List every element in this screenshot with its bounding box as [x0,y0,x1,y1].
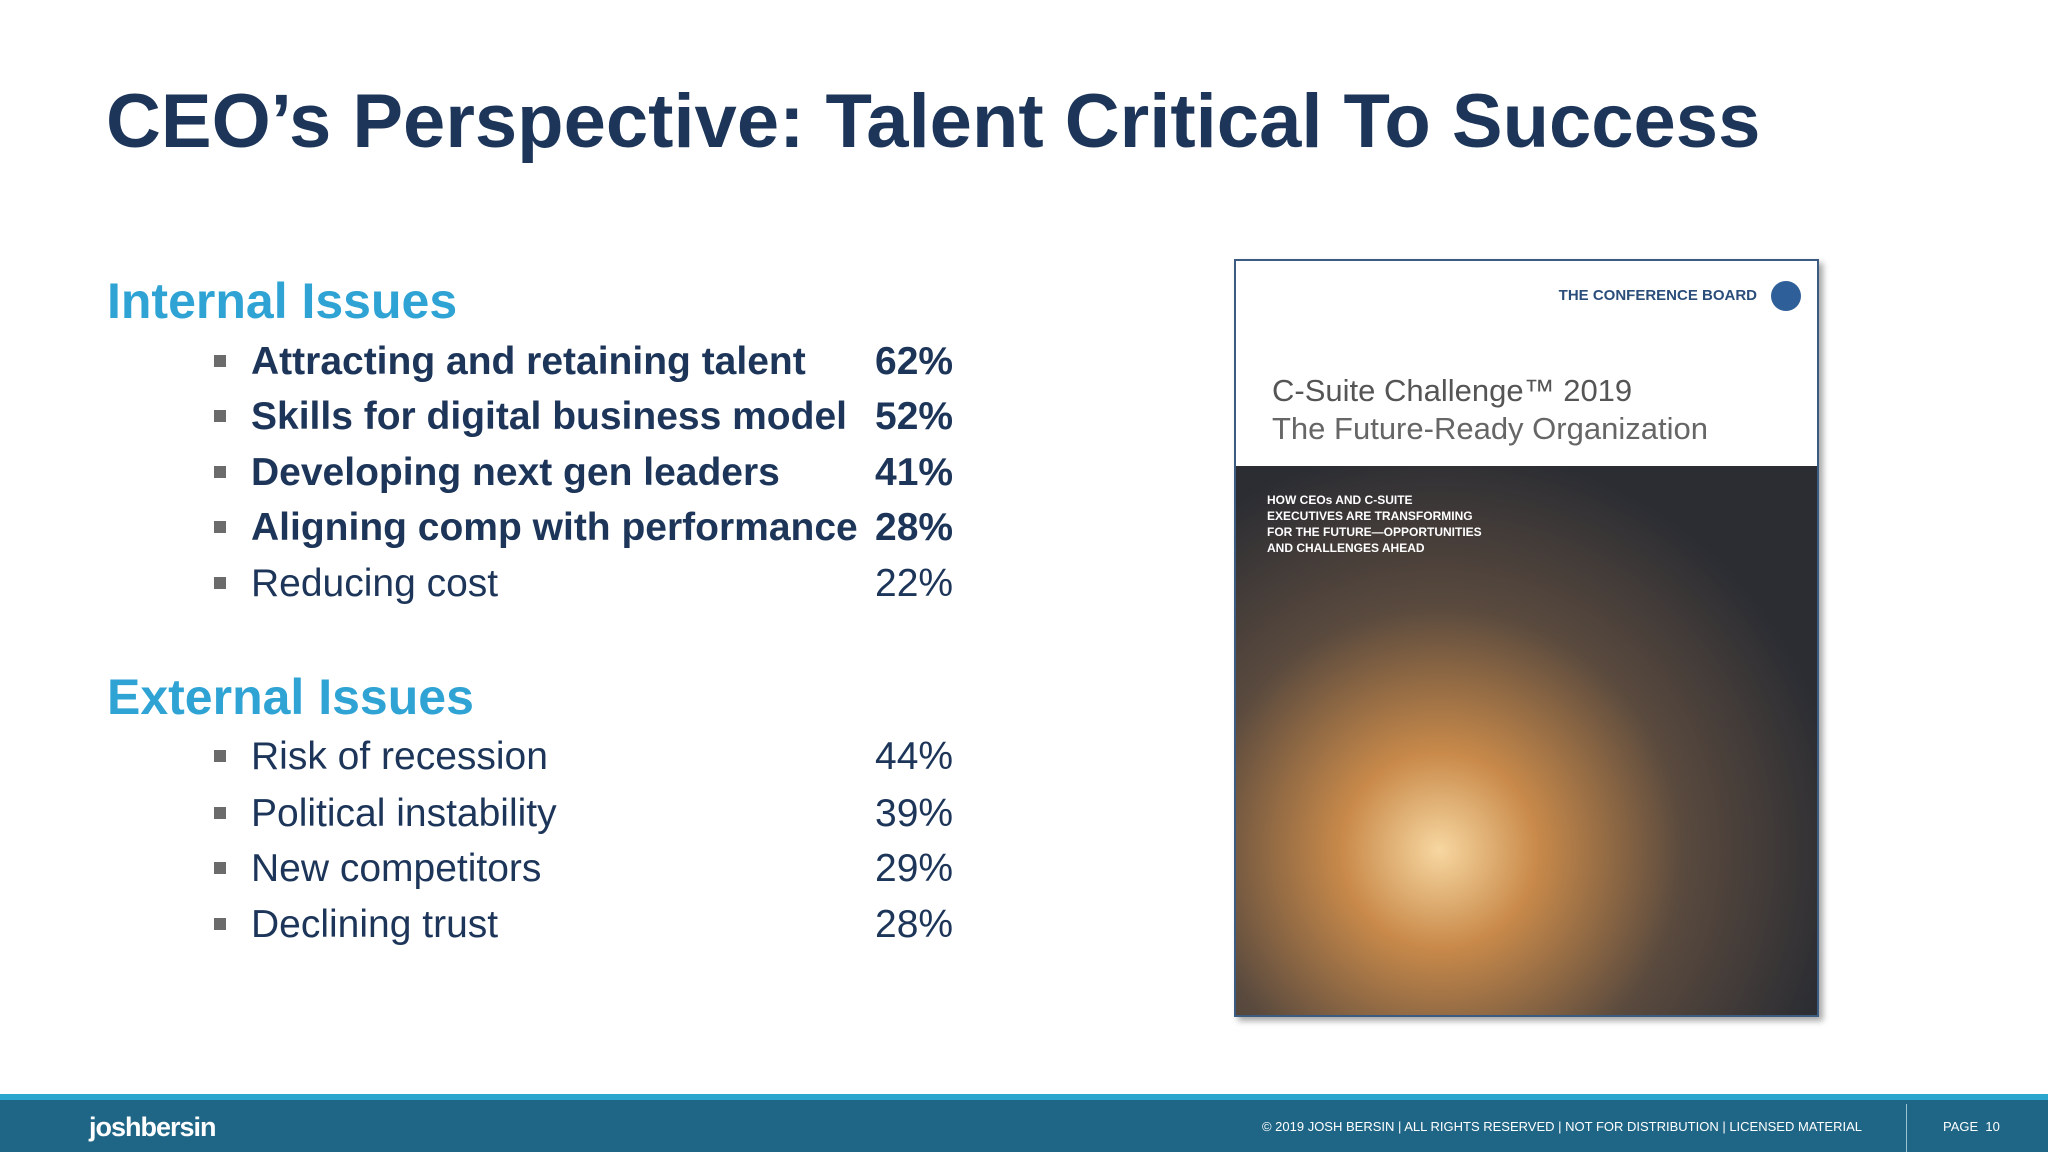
issue-label: Reducing cost [251,562,499,605]
issue-row: Political instability 39% [0,789,1000,839]
bullet [214,862,226,874]
issue-row: Declining trust 28% [0,900,1000,950]
footer: joshbersin © 2019 JOSH BERSIN | ALL RIGH… [0,1100,2048,1152]
logo-icon [1771,281,1801,311]
issue-percent: 41% [875,451,954,494]
issue-label: Declining trust [251,903,499,946]
page-number: PAGE 10 [1943,1119,2000,1134]
section-heading: Internal Issues [107,273,458,329]
issue-percent: 39% [875,792,954,835]
footer-strip [0,1094,2048,1100]
brand: joshbersin [89,1112,217,1142]
issue-percent: 28% [875,506,954,549]
bullet [214,355,226,367]
issue-label: Developing next gen leaders [251,451,780,494]
bullet [214,577,226,589]
issue-percent: 44% [875,735,954,778]
tagline-line: HOW CEOs AND C-SUITE [1267,493,1413,507]
cover-title: C-Suite Challenge™ 2019 [1272,373,1633,408]
bullet [214,521,226,533]
issue-label: Political instability [251,792,557,835]
bullet [214,918,226,930]
issue-row: New competitors 29% [0,844,1000,894]
issue-row: Skills for digital business model 52% [0,392,1000,442]
issue-label: Risk of recession [251,735,548,778]
issue-percent: 62% [875,340,954,383]
slide-title: CEO’s Perspective: Talent Critical To Su… [106,79,1761,164]
cover-photo: HOW CEOs AND C-SUITE EXECUTIVES ARE TRANS… [1236,466,1817,1015]
issue-row: Attracting and retaining talent 62% [0,337,1000,387]
cover-tagline: HOW CEOs AND C-SUITE EXECUTIVES ARE TRANS… [1267,492,1482,556]
report-cover: THE CONFERENCE BOARD C-Suite Challenge™ … [1234,259,1819,1017]
bullet [214,466,226,478]
bullet [214,750,226,762]
issue-row: Developing next gen leaders 41% [0,448,1000,498]
issue-row: Risk of recession 44% [0,732,1000,782]
tagline-line: EXECUTIVES ARE TRANSFORMING [1267,509,1473,523]
issue-row: Aligning comp with performance 28% [0,503,1000,553]
issue-label: New competitors [251,847,542,890]
tagline-line: FOR THE FUTURE—OPPORTUNITIES [1267,525,1482,539]
issue-percent: 29% [875,847,954,890]
section-heading: External Issues [107,669,474,725]
issue-label: Aligning comp with performance [251,506,858,549]
issue-label: Skills for digital business model [251,395,847,438]
bullet [214,410,226,422]
divider [1906,1104,1907,1152]
issue-percent: 28% [875,903,954,946]
issue-percent: 52% [875,395,954,438]
tagline-line: AND CHALLENGES AHEAD [1267,541,1425,555]
cover-subtitle: The Future-Ready Organization [1272,411,1708,446]
issue-label: Attracting and retaining talent [251,340,806,383]
issue-row: Reducing cost 22% [0,559,1000,609]
bullet [214,807,226,819]
cover-publisher: THE CONFERENCE BOARD [1558,287,1757,304]
copyright: © 2019 JOSH BERSIN | ALL RIGHTS RESERVED… [1261,1119,1862,1134]
issue-percent: 22% [875,562,954,605]
